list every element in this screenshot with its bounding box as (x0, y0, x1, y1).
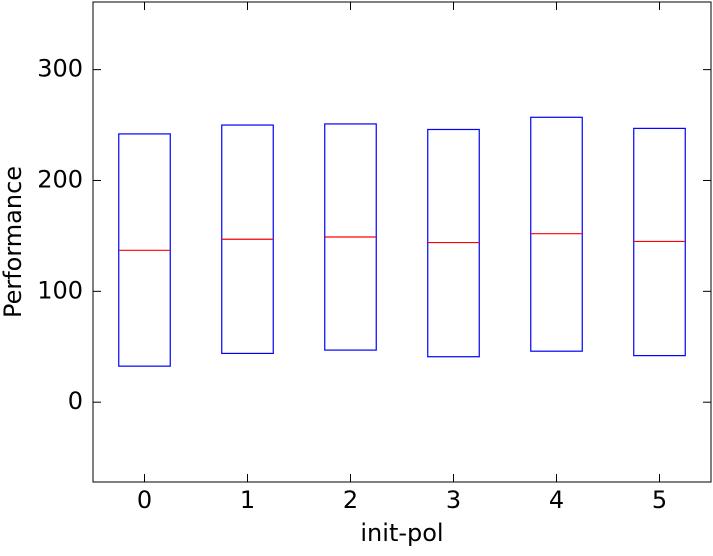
y-axis-label: Performance (0, 166, 27, 318)
y-tick-label: 0 (68, 387, 83, 415)
plot-frame (92, 1, 712, 483)
x-tick-label: 1 (240, 486, 255, 514)
x-tick-label: 3 (446, 486, 461, 514)
y-tick-label: 100 (37, 276, 83, 304)
y-tick-label: 200 (37, 165, 83, 193)
x-tick-label: 4 (549, 486, 564, 514)
x-tick-label: 5 (652, 486, 667, 514)
x-tick-label: 0 (137, 486, 152, 514)
x-tick-label: 2 (343, 486, 358, 514)
x-axis-label: init-pol (360, 519, 443, 547)
y-tick-label: 300 (37, 55, 83, 83)
